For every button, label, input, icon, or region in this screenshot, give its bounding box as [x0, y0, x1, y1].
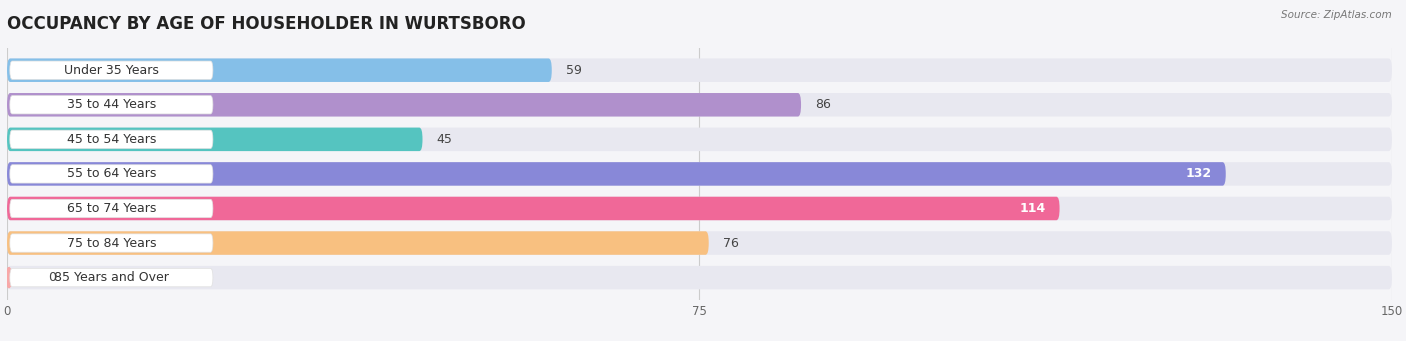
FancyBboxPatch shape — [7, 128, 422, 151]
FancyBboxPatch shape — [7, 266, 1392, 290]
FancyBboxPatch shape — [7, 162, 1392, 186]
FancyBboxPatch shape — [10, 165, 212, 183]
FancyBboxPatch shape — [7, 128, 1392, 151]
FancyBboxPatch shape — [10, 61, 212, 79]
FancyBboxPatch shape — [7, 197, 1060, 220]
FancyBboxPatch shape — [7, 162, 1226, 186]
FancyBboxPatch shape — [10, 130, 212, 149]
Text: 59: 59 — [565, 64, 582, 77]
FancyBboxPatch shape — [10, 199, 212, 218]
FancyBboxPatch shape — [7, 58, 1392, 82]
Text: 45: 45 — [436, 133, 453, 146]
FancyBboxPatch shape — [10, 234, 212, 252]
Text: 45 to 54 Years: 45 to 54 Years — [66, 133, 156, 146]
Text: 35 to 44 Years: 35 to 44 Years — [66, 98, 156, 111]
FancyBboxPatch shape — [7, 58, 551, 82]
FancyBboxPatch shape — [7, 231, 1392, 255]
Text: 85 Years and Over: 85 Years and Over — [53, 271, 169, 284]
FancyBboxPatch shape — [10, 268, 212, 287]
Text: 75 to 84 Years: 75 to 84 Years — [66, 237, 156, 250]
FancyBboxPatch shape — [10, 95, 212, 114]
Text: 86: 86 — [815, 98, 831, 111]
FancyBboxPatch shape — [7, 231, 709, 255]
Text: 65 to 74 Years: 65 to 74 Years — [66, 202, 156, 215]
Text: 76: 76 — [723, 237, 738, 250]
Text: 0: 0 — [49, 271, 56, 284]
Circle shape — [6, 268, 11, 287]
FancyBboxPatch shape — [7, 93, 801, 117]
Text: Source: ZipAtlas.com: Source: ZipAtlas.com — [1281, 10, 1392, 20]
FancyBboxPatch shape — [7, 197, 1392, 220]
Text: Under 35 Years: Under 35 Years — [63, 64, 159, 77]
Text: 55 to 64 Years: 55 to 64 Years — [66, 167, 156, 180]
Text: OCCUPANCY BY AGE OF HOUSEHOLDER IN WURTSBORO: OCCUPANCY BY AGE OF HOUSEHOLDER IN WURTS… — [7, 15, 526, 33]
Text: 132: 132 — [1185, 167, 1212, 180]
FancyBboxPatch shape — [7, 93, 1392, 117]
Text: 114: 114 — [1019, 202, 1046, 215]
